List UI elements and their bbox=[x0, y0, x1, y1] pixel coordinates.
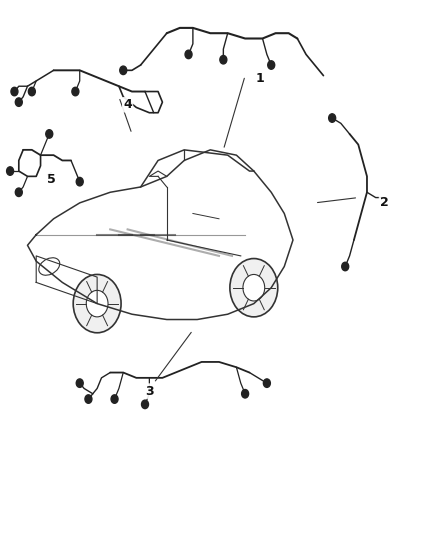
Circle shape bbox=[243, 274, 265, 301]
Text: 5: 5 bbox=[47, 173, 56, 185]
Circle shape bbox=[46, 130, 53, 138]
Circle shape bbox=[85, 395, 92, 403]
Circle shape bbox=[220, 55, 227, 64]
Circle shape bbox=[7, 167, 14, 175]
Circle shape bbox=[15, 188, 22, 197]
Circle shape bbox=[342, 262, 349, 271]
Circle shape bbox=[185, 50, 192, 59]
Circle shape bbox=[141, 400, 148, 409]
Circle shape bbox=[73, 274, 121, 333]
Circle shape bbox=[15, 98, 22, 107]
Text: 1: 1 bbox=[256, 72, 265, 85]
Circle shape bbox=[111, 395, 118, 403]
Text: 3: 3 bbox=[145, 385, 154, 398]
Circle shape bbox=[242, 390, 249, 398]
Circle shape bbox=[268, 61, 275, 69]
Circle shape bbox=[76, 379, 83, 387]
Text: 2: 2 bbox=[380, 196, 389, 209]
Circle shape bbox=[72, 87, 79, 96]
Circle shape bbox=[230, 259, 278, 317]
Circle shape bbox=[86, 290, 108, 317]
Circle shape bbox=[76, 177, 83, 186]
Circle shape bbox=[28, 87, 35, 96]
Circle shape bbox=[263, 379, 270, 387]
Circle shape bbox=[120, 66, 127, 75]
Circle shape bbox=[328, 114, 336, 122]
Circle shape bbox=[11, 87, 18, 96]
Text: 4: 4 bbox=[123, 98, 132, 111]
Ellipse shape bbox=[39, 258, 60, 275]
